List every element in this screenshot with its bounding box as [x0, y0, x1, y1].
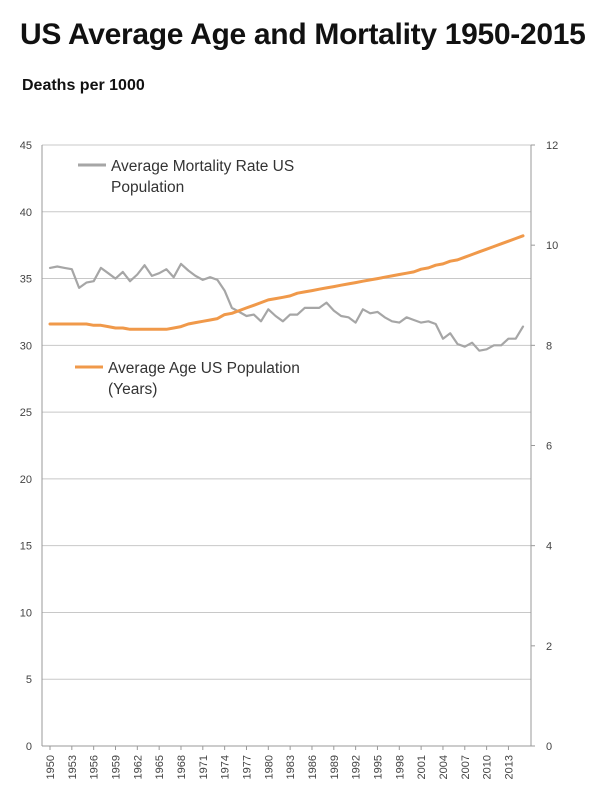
x-tick-label: 2001 — [416, 755, 428, 779]
x-axis: 1950 1953 1956 1959 1962 1965 1968 1971 1974 1977… — [42, 745, 531, 779]
x-tick-label: 1974 — [220, 755, 232, 779]
y-left-tick-label: 30 — [20, 340, 32, 352]
y-axis-right: 0 2 4 6 8 10 12 — [530, 140, 558, 753]
x-tick-label: 1959 — [110, 755, 122, 779]
x-tick-label: 1983 — [285, 755, 297, 779]
legend: Average Mortality Rate US Population Avera… — [75, 158, 300, 398]
y-right-tick-label: 0 — [546, 741, 552, 753]
x-tick-label: 1986 — [307, 755, 319, 779]
y-left-tick-label: 10 — [20, 607, 32, 619]
y-right-tick-label: 10 — [546, 240, 558, 252]
x-tick-label: 1962 — [132, 755, 144, 779]
legend-label: Average Age US Population — [108, 360, 300, 377]
x-tick-label: 2004 — [438, 755, 450, 779]
y-left-tick-label: 15 — [20, 541, 32, 553]
legend-label: (Years) — [108, 381, 157, 398]
x-tick-label: 1968 — [176, 755, 188, 779]
chart-subtitle: Deaths per 1000 — [22, 77, 145, 94]
x-tick-label: 1950 — [45, 755, 57, 779]
x-tick-label: 1965 — [154, 755, 166, 779]
x-tick-label: 1989 — [329, 755, 341, 779]
mortality-rate-line — [48, 262, 525, 352]
x-tick-label: 1953 — [67, 755, 79, 779]
y-left-tick-label: 40 — [20, 207, 32, 219]
legend-label: Population — [111, 179, 184, 196]
x-tick-label: 1995 — [372, 755, 384, 779]
y-right-tick-label: 12 — [546, 140, 558, 152]
x-tick-label: 1992 — [351, 755, 363, 779]
series-lines — [48, 234, 525, 352]
y-right-tick-label: 2 — [546, 641, 552, 653]
y-left-tick-label: 25 — [20, 407, 32, 419]
x-tick-label: 1998 — [394, 755, 406, 779]
x-tick-label: 1977 — [241, 755, 253, 779]
y-right-tick-label: 8 — [546, 340, 552, 352]
y-left-tick-label: 20 — [20, 474, 32, 486]
x-tick-label: 1971 — [198, 755, 210, 779]
y-left-tick-label: 45 — [20, 140, 32, 152]
x-tick-label: 2010 — [482, 755, 494, 779]
average-age-line — [48, 234, 525, 331]
y-axis-left: 0 5 10 15 20 25 30 35 40 45 — [20, 140, 43, 753]
y-right-tick-label: 4 — [546, 541, 552, 553]
x-tick-label: 2007 — [460, 755, 472, 779]
y-left-tick-label: 0 — [26, 741, 32, 753]
x-tick-label: 1956 — [89, 755, 101, 779]
x-tick-label: 2013 — [503, 755, 515, 779]
gridlines — [42, 144, 531, 747]
y-right-tick-label: 6 — [546, 441, 552, 453]
y-left-tick-label: 5 — [26, 674, 32, 686]
chart-title: US Average Age and Mortality 1950-2015 — [20, 18, 586, 51]
y-left-tick-label: 35 — [20, 274, 32, 286]
legend-label: Average Mortality Rate US — [111, 158, 294, 175]
x-tick-label: 1980 — [263, 755, 275, 779]
